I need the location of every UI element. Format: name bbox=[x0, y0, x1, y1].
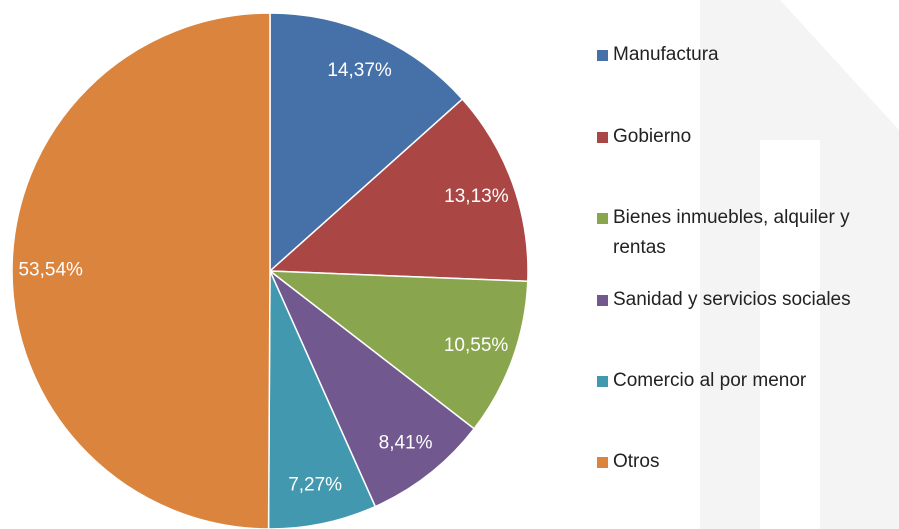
legend-label: Sanidad y servicios sociales bbox=[613, 289, 851, 310]
legend-label: Gobierno bbox=[613, 126, 692, 147]
pie-slice bbox=[269, 12, 464, 273]
data-label: 10,55% bbox=[444, 335, 509, 356]
legend-item: Comercio al por menor bbox=[597, 366, 898, 396]
data-label: 53,54% bbox=[18, 259, 83, 280]
data-label: 7,27% bbox=[288, 475, 342, 496]
pie-slice bbox=[11, 12, 271, 529]
legend-label: Bienes inmuebles, alquiler y rentas bbox=[613, 207, 850, 258]
watermark bbox=[700, 0, 899, 529]
data-label: 13,13% bbox=[444, 186, 509, 207]
pie-slice bbox=[267, 270, 529, 430]
legend-swatch bbox=[597, 295, 608, 306]
legend-swatch bbox=[597, 213, 608, 224]
legend-swatch bbox=[597, 50, 608, 61]
legend-item: Gobierno bbox=[597, 122, 898, 152]
legend-label: Otros bbox=[613, 451, 660, 472]
legend-item: Otros bbox=[597, 447, 898, 477]
legend-swatch bbox=[597, 132, 608, 143]
legend-swatch bbox=[597, 457, 608, 468]
legend-label: Manufactura bbox=[613, 44, 719, 65]
data-label: 8,41% bbox=[379, 432, 433, 453]
legend-label: Comercio al por menor bbox=[613, 370, 807, 391]
legend-item: Bienes inmuebles, alquiler y rentas bbox=[597, 203, 898, 263]
legend-swatch bbox=[597, 376, 608, 387]
data-label: 14,37% bbox=[327, 60, 392, 81]
pie-slice bbox=[268, 98, 529, 283]
legend-item: Manufactura bbox=[597, 40, 898, 70]
pie-slice bbox=[269, 270, 476, 508]
legend-item: Sanidad y servicios sociales bbox=[597, 285, 898, 315]
